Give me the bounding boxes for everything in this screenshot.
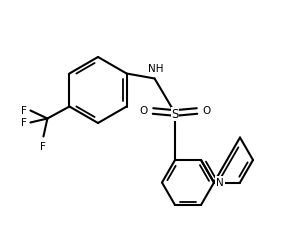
Text: N: N (216, 178, 224, 187)
Text: O: O (140, 106, 148, 116)
Text: F: F (20, 105, 26, 116)
Text: F: F (20, 118, 26, 127)
Text: NH: NH (148, 64, 164, 74)
Text: F: F (41, 143, 46, 153)
Text: O: O (202, 106, 210, 116)
Text: S: S (171, 107, 179, 121)
